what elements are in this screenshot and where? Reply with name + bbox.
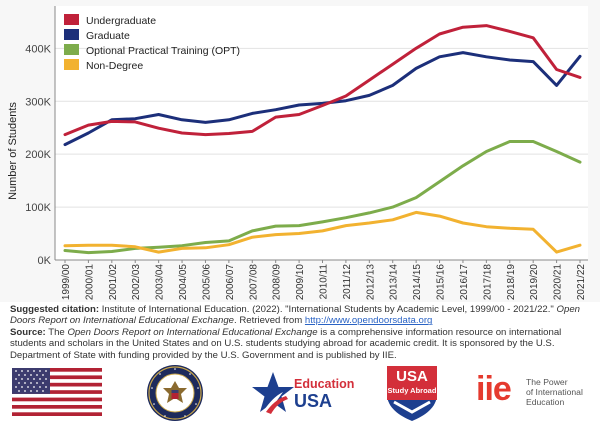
x-tick-label: 2016/17	[459, 264, 470, 301]
series-line-1	[63, 51, 582, 147]
suggested-citation: Suggested citation: Institute of Interna…	[10, 304, 594, 327]
sponsor-logos: Education USA USA Study Abroad iie The P…	[0, 362, 600, 425]
citation-report-title: Open Doors Report on International Educa…	[10, 304, 580, 327]
iie-tagline: The Power of International Education	[526, 377, 583, 407]
legend-swatch	[64, 14, 79, 25]
x-tick-label: 2011/12	[342, 264, 353, 300]
line-chart: 0K 100K 200K 300K 400K Number of Students 1999…	[7, 6, 588, 301]
study-abroad-line1: USA	[396, 368, 428, 385]
source-label: Source:	[10, 326, 46, 338]
series-line-0	[63, 24, 582, 137]
shield-icon	[387, 366, 437, 421]
citation-block: Suggested citation: Institute of Interna…	[10, 304, 594, 361]
x-tick-label: 2009/10	[295, 264, 306, 301]
x-tick-label: 2019/20	[529, 264, 540, 301]
state-department-seal-icon	[147, 365, 203, 421]
y-tick-label: 100K	[25, 202, 51, 214]
y-tick-label: 200K	[25, 149, 51, 161]
study-abroad-line2: Study Abroad	[387, 386, 437, 395]
chart-panel: 0K 100K 200K 300K 400K Number of Students 1999…	[7, 6, 588, 301]
legend-label: Undergraduate	[86, 15, 156, 27]
x-tick-label: 1999/00	[61, 264, 72, 301]
iie-tagline-line3: Education	[526, 397, 565, 407]
opendoors-link[interactable]: http://www.opendoorsdata.org	[304, 315, 433, 327]
iie-logo: iie The Power of International Education	[476, 370, 594, 418]
source-the: The	[48, 326, 65, 338]
x-tick-label: 2017/18	[482, 264, 493, 301]
citation-label: Suggested citation:	[10, 304, 100, 315]
series-line-2	[63, 140, 582, 255]
legend-label: Graduate	[86, 30, 130, 42]
x-tick-label: 2007/08	[248, 264, 259, 301]
legend-label: Non-Degree	[86, 60, 143, 72]
x-tick-label: 2014/15	[412, 264, 423, 301]
citation-retrieved: . Retrieved from	[234, 315, 303, 327]
x-tick-label: 2006/07	[225, 264, 236, 301]
legend-swatch	[64, 59, 79, 70]
iie-tagline-line1: The Power	[526, 377, 568, 387]
x-tick-label: 2003/04	[155, 264, 166, 301]
x-tick-label: 2010/11	[319, 264, 330, 300]
series-line-3	[63, 210, 582, 254]
x-tick-label: 2008/09	[272, 264, 283, 301]
citation-text: Institute of International Education. (2…	[101, 304, 554, 315]
x-tick-label: 2012/13	[365, 264, 376, 301]
legend-swatch	[64, 29, 79, 40]
x-tick-label: 2002/03	[131, 264, 142, 301]
x-tick-label: 2021/22	[576, 264, 587, 301]
source-report-title: Open Doors Report on International Educa…	[67, 326, 318, 338]
y-tick-label: 0K	[38, 255, 52, 267]
x-tick-label: 2001/02	[108, 264, 119, 301]
us-flag-icon	[12, 368, 102, 416]
legend-label: Optional Practical Training (OPT)	[86, 45, 240, 57]
education-usa-star-icon	[252, 372, 294, 414]
y-axis-label: Number of Students	[7, 102, 19, 200]
y-tick-label: 400K	[25, 43, 51, 55]
legend-swatch	[64, 44, 79, 55]
usa-study-abroad-logo: USA Study Abroad	[384, 364, 440, 422]
education-usa-line1: Education	[294, 377, 355, 391]
iie-tagline-line2: of International	[526, 387, 583, 397]
education-usa-logo: Education USA	[250, 370, 365, 418]
x-tick-label: 2018/19	[506, 264, 517, 301]
source-note: Source: The Open Doors Report on Interna…	[10, 327, 594, 361]
y-tick-label: 300K	[25, 96, 51, 108]
x-tick-label: 2004/05	[178, 264, 189, 301]
iie-wordmark: iie	[476, 370, 512, 408]
education-usa-line2: USA	[294, 391, 333, 411]
x-tick-label: 2000/01	[84, 264, 95, 301]
x-tick-label: 2020/21	[553, 264, 564, 301]
x-tick-label: 2015/16	[436, 264, 447, 301]
x-tick-label: 2013/14	[389, 264, 400, 301]
source-text: is a comprehensive information resource …	[10, 326, 562, 361]
x-tick-label: 2005/06	[201, 264, 212, 301]
